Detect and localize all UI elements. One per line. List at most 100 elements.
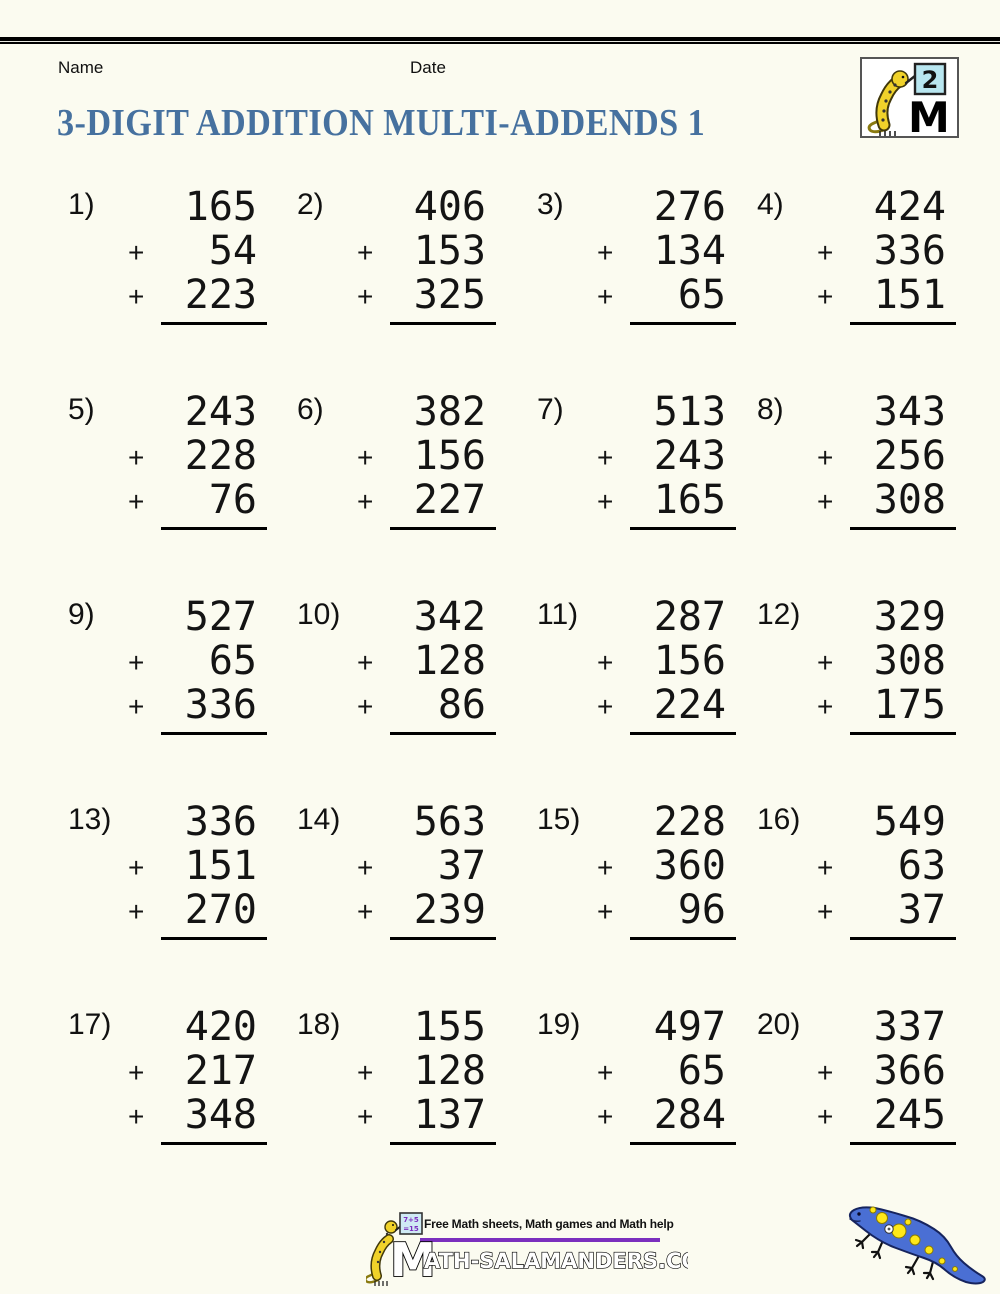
addend: 366 [873, 1048, 946, 1094]
addend: 156 [653, 638, 726, 684]
problem-5: 5) 243 +228 +76 [60, 389, 289, 596]
addend: 276 [653, 184, 726, 230]
answer-line [850, 732, 956, 735]
addend: 424 [873, 184, 946, 230]
top-double-rule [0, 37, 1000, 45]
page-title: 3-DIGIT ADDITION MULTI-ADDENDS 1 [57, 102, 706, 144]
site-logo-rest: ATH-SALAMANDERS.COM [424, 1249, 688, 1273]
plus-sign: + [357, 1101, 374, 1132]
plus-sign: + [597, 486, 614, 517]
addend: 360 [653, 843, 726, 889]
addend: 165 [184, 184, 257, 230]
addend: 151 [184, 843, 257, 889]
addend: 128 [413, 638, 486, 684]
plus-sign: + [128, 486, 145, 517]
addend: 284 [653, 1092, 726, 1138]
problem-12: 12) 329 +308 +175 [749, 595, 956, 801]
addend: 37 [437, 843, 486, 889]
answer-line [390, 322, 496, 325]
plus-sign: + [597, 281, 614, 312]
addend: 497 [653, 1004, 726, 1050]
addend: 308 [873, 477, 946, 523]
addend: 156 [413, 433, 486, 479]
problem-number: 19) [537, 1008, 581, 1041]
problem-19: 19) 497 +65 +284 [529, 1004, 749, 1211]
site-logo-m: M [390, 1234, 436, 1282]
addend: 245 [873, 1092, 946, 1138]
addend: 287 [653, 594, 726, 640]
plus-sign: + [357, 486, 374, 517]
plus-sign: + [128, 691, 145, 722]
addend: 54 [208, 228, 257, 274]
date-label: Date [410, 58, 446, 77]
addend: 96 [677, 887, 726, 933]
plus-sign: + [597, 852, 614, 883]
problem-number: 12) [757, 598, 801, 631]
addend: 223 [184, 272, 257, 318]
plus-sign: + [597, 237, 614, 268]
problem-number: 8) [757, 393, 784, 426]
plus-sign: + [357, 647, 374, 678]
site-logo-text: M ATH-SALAMANDERS.COM [389, 1234, 688, 1282]
answer-line [390, 732, 496, 735]
answer-line [161, 527, 267, 530]
problem-3: 3) 276 +134 +65 [529, 184, 749, 391]
plus-sign: + [817, 896, 834, 927]
addend: 243 [184, 389, 257, 435]
problems-grid: 1) 165 +54 +223 2) 406 +153 +325 3) 276 +134 +65 … [60, 184, 956, 1211]
problem-11: 11) 287 +156 +224 [529, 594, 749, 801]
problem-10: 10) 342 +128 +86 [289, 595, 529, 801]
badge-number: 2 [922, 66, 939, 94]
addend: 243 [653, 433, 726, 479]
badge-salamander-icon: 2 M [867, 62, 950, 142]
problem-number: 11) [537, 598, 579, 631]
problem-18: 18) 155 +128 +137 [289, 1005, 529, 1211]
problem-2: 2) 406 +153 +325 [289, 184, 529, 391]
plus-sign: + [597, 691, 614, 722]
problem-number: 18) [297, 1008, 341, 1041]
problem-number: 3) [537, 188, 564, 221]
plus-sign: + [817, 281, 834, 312]
addend: 325 [413, 272, 486, 318]
addend: 65 [208, 638, 257, 684]
addend: 239 [413, 887, 486, 933]
problem-number: 4) [757, 188, 784, 221]
badge-letter-m: M [908, 93, 950, 136]
answer-line [630, 1142, 736, 1145]
addend: 63 [897, 843, 946, 889]
addend: 336 [184, 799, 257, 845]
plus-sign: + [597, 647, 614, 678]
plus-sign: + [817, 691, 834, 722]
problem-7: 7) 513 +243 +165 [529, 389, 749, 596]
problem-14: 14) 563 +37 +239 [289, 800, 529, 1006]
addend: 343 [873, 389, 946, 435]
addend: 406 [413, 184, 486, 230]
plus-sign: + [128, 281, 145, 312]
plus-sign: + [357, 237, 374, 268]
answer-line [161, 1142, 267, 1145]
plus-sign: + [128, 237, 145, 268]
answer-line [850, 1142, 956, 1145]
problem-number: 6) [297, 393, 324, 426]
answer-line [161, 322, 267, 325]
plus-sign: + [357, 896, 374, 927]
answer-line [630, 322, 736, 325]
answer-line [630, 937, 736, 940]
problem-15: 15) 228 +360 +96 [529, 800, 749, 1006]
plus-sign: + [597, 896, 614, 927]
problem-number: 1) [68, 188, 95, 221]
footer-salamander-icon: 7+5 =15 [366, 1212, 423, 1286]
addend: 527 [184, 594, 257, 640]
answer-line [630, 527, 736, 530]
answer-line [390, 937, 496, 940]
answer-line [850, 937, 956, 940]
addend: 86 [437, 682, 486, 728]
addend: 513 [653, 389, 726, 435]
addend: 37 [897, 887, 946, 933]
problem-number: 14) [297, 803, 341, 836]
problem-1: 1) 165 +54 +223 [60, 184, 289, 391]
answer-line [850, 322, 956, 325]
addend: 217 [184, 1048, 257, 1094]
plus-sign: + [817, 486, 834, 517]
problem-number: 7) [537, 393, 564, 426]
